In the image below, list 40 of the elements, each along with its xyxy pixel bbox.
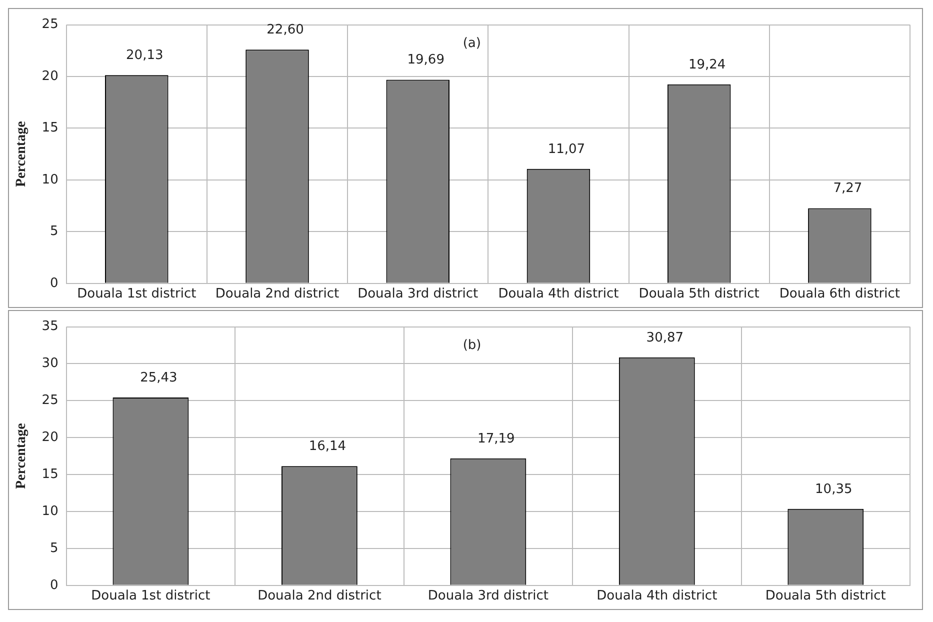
- y-tick-label: 0: [50, 578, 58, 593]
- y-tick-label: 5: [50, 224, 58, 240]
- annotation: (b): [462, 338, 482, 353]
- data-label: 17,19: [478, 431, 515, 446]
- y-tick-label: 0: [50, 276, 58, 291]
- data-label: 30,87: [646, 330, 684, 346]
- y-tick-label: 15: [42, 120, 58, 136]
- x-tick-label: Douala 2nd district: [258, 588, 382, 604]
- y-tick-label: 5: [50, 540, 58, 556]
- y-tick-label: 10: [42, 504, 58, 519]
- y-tick-label: 35: [42, 319, 58, 334]
- data-label: 22,60: [266, 22, 304, 38]
- data-label: 25,43: [140, 370, 178, 386]
- y-tick-label: 20: [42, 68, 58, 84]
- y-axis-title: Percentage: [14, 423, 30, 490]
- data-label: 7,27: [833, 181, 862, 196]
- y-tick-label: 10: [42, 172, 58, 188]
- y-tick-label: 25: [42, 393, 58, 408]
- x-tick-label: Douala 3rd district: [358, 286, 478, 302]
- x-tick-label: Douala 4th district: [498, 286, 619, 302]
- data-label: 19,24: [688, 57, 726, 72]
- y-tick-label: 15: [42, 466, 58, 482]
- x-tick-label: Douala 6th district: [779, 286, 900, 302]
- x-tick-label: Douala 5th district: [638, 286, 760, 302]
- data-label: 16,14: [308, 439, 346, 454]
- x-tick-label: Douala 5th district: [765, 588, 886, 604]
- data-label: 20,13: [126, 48, 164, 64]
- x-tick-label: Douala 1st district: [77, 286, 196, 302]
- y-tick-label: 30: [42, 356, 58, 372]
- x-tick-label: Douala 4th district: [596, 588, 718, 604]
- data-label: 19,69: [407, 52, 444, 68]
- data-label: 11,07: [548, 142, 586, 157]
- x-tick-label: Douala 2nd district: [215, 286, 340, 302]
- x-tick-label: Douala 1st district: [91, 588, 210, 604]
- y-tick-label: 25: [42, 17, 58, 32]
- y-tick-label: 20: [42, 430, 58, 446]
- y-axis-title: Percentage: [14, 121, 30, 188]
- x-tick-label: Douala 3rd district: [428, 588, 548, 604]
- data-label: 10,35: [815, 482, 852, 497]
- annotation: (a): [462, 36, 481, 51]
